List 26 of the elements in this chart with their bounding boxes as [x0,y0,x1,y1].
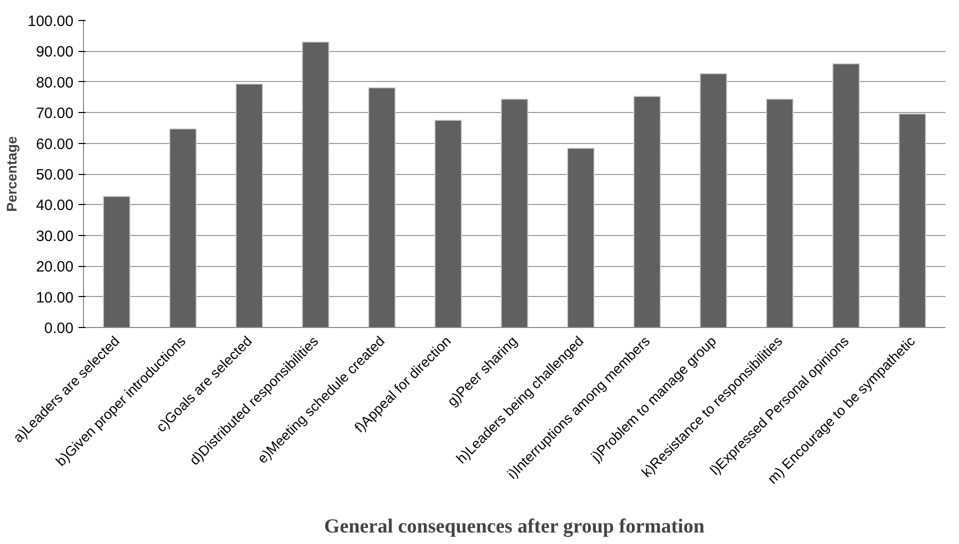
y-tick-label: 100.00 [28,13,74,30]
bar [567,148,595,328]
bar [169,128,197,328]
bar [700,73,728,328]
y-tick-label: 20.00 [36,258,74,276]
y-tick-label: 30.00 [36,228,74,245]
bar [832,63,860,328]
y-tick-label: 90.00 [36,44,74,61]
bar [434,120,462,328]
bar [898,113,926,328]
bar [500,98,528,328]
y-tick-label: 70.00 [36,105,74,122]
bar [302,41,330,328]
bar [766,98,794,328]
bar [633,96,661,328]
y-tick-label: 40.00 [36,197,74,214]
bar [102,196,130,328]
bar [368,87,396,328]
y-tick-label: 80.00 [36,74,74,92]
y-axis-title: Percentage [4,136,20,212]
y-tick-label: 50.00 [36,166,74,184]
y-tick-label: 60.00 [36,136,74,153]
x-axis-title: General consequences after group formation [324,515,704,538]
y-tick-label: 0.00 [44,320,74,337]
bar [236,84,264,328]
y-tick-label: 10.00 [36,289,74,306]
